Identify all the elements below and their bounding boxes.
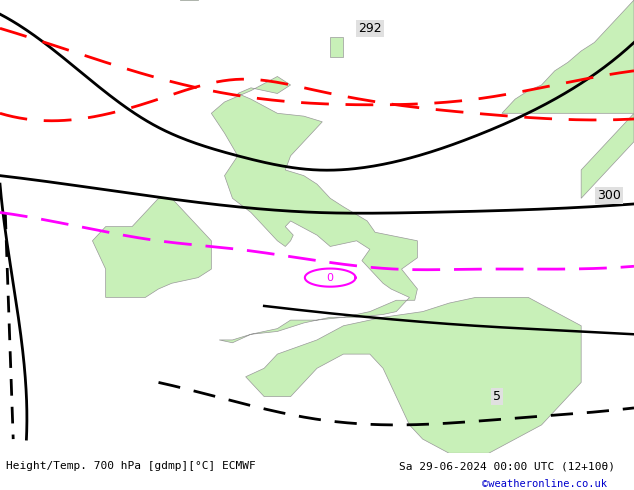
Polygon shape [246, 297, 581, 453]
Polygon shape [93, 198, 211, 297]
Polygon shape [581, 113, 634, 198]
Text: 300: 300 [597, 189, 621, 202]
Text: 5: 5 [493, 390, 501, 403]
Text: Height/Temp. 700 hPa [gdmp][°C] ECMWF: Height/Temp. 700 hPa [gdmp][°C] ECMWF [6, 461, 256, 471]
Text: ©weatheronline.co.uk: ©weatheronline.co.uk [482, 480, 607, 490]
Text: 0: 0 [327, 272, 333, 283]
Polygon shape [502, 0, 634, 113]
Text: 292: 292 [358, 22, 382, 35]
Polygon shape [330, 37, 344, 57]
Text: Sa 29-06-2024 00:00 UTC (12+10θ): Sa 29-06-2024 00:00 UTC (12+10θ) [399, 461, 616, 471]
Polygon shape [211, 76, 417, 343]
